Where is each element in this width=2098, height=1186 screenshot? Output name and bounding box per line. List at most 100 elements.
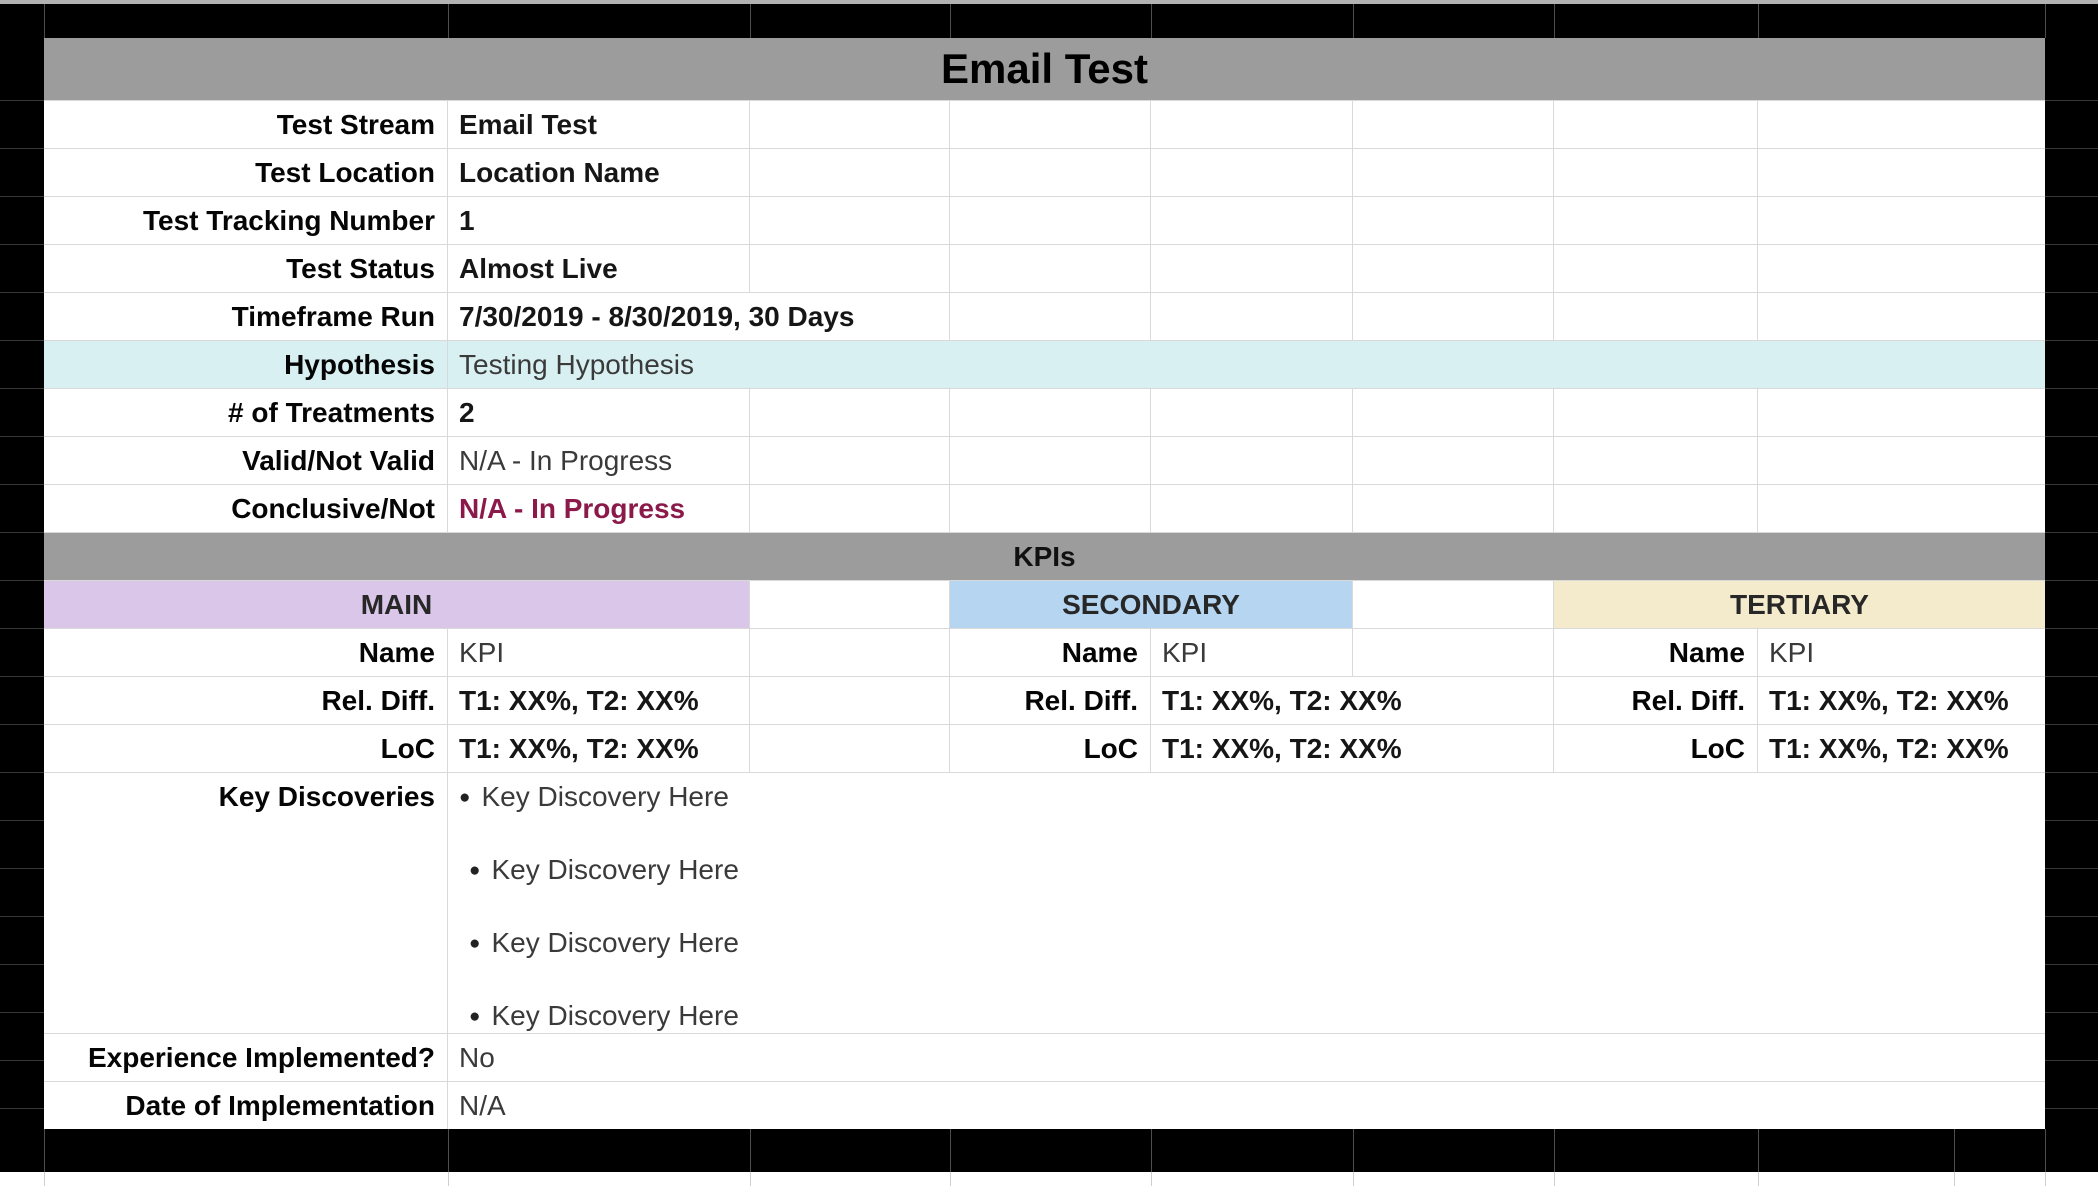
empty-cell[interactable] (950, 149, 1151, 196)
empty-cell[interactable] (750, 725, 950, 772)
empty-cell[interactable] (1151, 149, 1353, 196)
cell-secondary-rel-diff-label[interactable]: Rel. Diff. (950, 677, 1151, 724)
empty-cell[interactable] (1151, 485, 1353, 532)
cell-date-of-implementation-value[interactable]: N/A (448, 1082, 2045, 1129)
cell-conclusive-label[interactable]: Conclusive/Not (44, 485, 448, 532)
cell-tertiary-loc-label[interactable]: LoC (1554, 725, 1758, 772)
empty-cell[interactable] (750, 101, 950, 148)
empty-cell[interactable] (1353, 149, 1554, 196)
partial-next-row[interactable] (0, 1172, 2098, 1186)
empty-cell[interactable] (750, 437, 950, 484)
empty-cell[interactable] (1758, 389, 2045, 436)
empty-cell[interactable] (750, 197, 950, 244)
empty-cell[interactable] (1151, 437, 1353, 484)
empty-cell[interactable] (1353, 389, 1554, 436)
empty-cell[interactable] (1353, 101, 1554, 148)
empty-cell[interactable] (950, 293, 1151, 340)
cell-test-status-value[interactable]: Almost Live (448, 245, 750, 292)
empty-cell[interactable] (1554, 149, 1758, 196)
cell-key-discoveries-label[interactable]: Key Discoveries (44, 773, 448, 1033)
cell-main-rel-diff-value[interactable]: T1: XX%, T2: XX% (448, 677, 750, 724)
empty-cell[interactable] (950, 485, 1151, 532)
cell-valid-label[interactable]: Valid/Not Valid (44, 437, 448, 484)
empty-cell[interactable] (1151, 389, 1353, 436)
cell-main-name-label[interactable]: Name (44, 629, 448, 676)
cell-experience-implemented-value[interactable]: No (448, 1034, 2045, 1081)
empty-cell[interactable] (1353, 197, 1554, 244)
cell-secondary-name-value[interactable]: KPI (1151, 629, 1353, 676)
cell-main-rel-diff-label[interactable]: Rel. Diff. (44, 677, 448, 724)
cell-tertiary-rel-diff-label[interactable]: Rel. Diff. (1554, 677, 1758, 724)
cell-secondary-loc-label[interactable]: LoC (950, 725, 1151, 772)
empty-cell[interactable] (1554, 389, 1758, 436)
sheet-title-cell[interactable]: Email Test (44, 38, 2045, 100)
cell-tertiary-name-label[interactable]: Name (1554, 629, 1758, 676)
cell-key-discoveries-value[interactable]: ● Key Discovery Here ● Key Discovery Here … (448, 773, 2045, 1033)
empty-cell[interactable] (950, 437, 1151, 484)
empty-cell[interactable] (1353, 437, 1554, 484)
cell-tertiary-loc-value[interactable]: T1: XX%, T2: XX% (1758, 725, 2045, 772)
cell-timeframe-run-label[interactable]: Timeframe Run (44, 293, 448, 340)
cell-test-status-label[interactable]: Test Status (44, 245, 448, 292)
empty-cell[interactable] (950, 101, 1151, 148)
empty-cell[interactable] (950, 389, 1151, 436)
empty-cell[interactable] (750, 389, 950, 436)
cell-hypothesis-value[interactable]: Testing Hypothesis (448, 341, 2045, 388)
cell-secondary-rel-diff-value[interactable]: T1: XX%, T2: XX% (1151, 677, 1554, 724)
cell-num-treatments-value[interactable]: 2 (448, 389, 750, 436)
cell-test-location-label[interactable]: Test Location (44, 149, 448, 196)
empty-cell[interactable] (1151, 293, 1353, 340)
kpis-header-cell[interactable]: KPIs (44, 533, 2045, 580)
empty-cell[interactable] (1758, 101, 2045, 148)
empty-cell[interactable] (1758, 485, 2045, 532)
cell-valid-value[interactable]: N/A - In Progress (448, 437, 750, 484)
cell-main-loc-label[interactable]: LoC (44, 725, 448, 772)
empty-cell[interactable] (1554, 245, 1758, 292)
cell-test-stream-label[interactable]: Test Stream (44, 101, 448, 148)
tertiary-header-cell[interactable]: TERTIARY (1554, 581, 2045, 628)
empty-cell[interactable] (1353, 485, 1554, 532)
empty-cell[interactable] (750, 677, 950, 724)
cell-test-stream-value[interactable]: Email Test (448, 101, 750, 148)
cell-tertiary-rel-diff-value[interactable]: T1: XX%, T2: XX% (1758, 677, 2045, 724)
empty-cell[interactable] (1151, 245, 1353, 292)
cell-main-loc-value[interactable]: T1: XX%, T2: XX% (448, 725, 750, 772)
empty-cell[interactable] (950, 245, 1151, 292)
empty-cell[interactable] (1758, 437, 2045, 484)
cell-conclusive-value[interactable]: N/A - In Progress (448, 485, 750, 532)
cell-num-treatments-label[interactable]: # of Treatments (44, 389, 448, 436)
empty-cell[interactable] (1353, 629, 1554, 676)
cell-secondary-loc-value[interactable]: T1: XX%, T2: XX% (1151, 725, 1554, 772)
cell-hypothesis-label[interactable]: Hypothesis (44, 341, 448, 388)
empty-cell[interactable] (750, 485, 950, 532)
empty-cell[interactable] (1151, 197, 1353, 244)
empty-cell[interactable] (750, 245, 950, 292)
empty-cell[interactable] (1758, 245, 2045, 292)
secondary-header-cell[interactable]: SECONDARY (950, 581, 1353, 628)
empty-cell[interactable] (1353, 245, 1554, 292)
main-header-cell[interactable]: MAIN (44, 581, 750, 628)
cell-test-tracking-number-label[interactable]: Test Tracking Number (44, 197, 448, 244)
empty-cell[interactable] (1554, 197, 1758, 244)
cell-test-location-value[interactable]: Location Name (448, 149, 750, 196)
empty-cell[interactable] (950, 197, 1151, 244)
cell-secondary-name-label[interactable]: Name (950, 629, 1151, 676)
cell-date-of-implementation-label[interactable]: Date of Implementation (44, 1082, 448, 1129)
cell-experience-implemented-label[interactable]: Experience Implemented? (44, 1034, 448, 1081)
empty-cell[interactable] (750, 581, 950, 628)
empty-cell[interactable] (1758, 293, 2045, 340)
empty-cell[interactable] (1554, 485, 1758, 532)
empty-cell[interactable] (1353, 581, 1554, 628)
cell-tertiary-name-value[interactable]: KPI (1758, 629, 2045, 676)
empty-cell[interactable] (1758, 197, 2045, 244)
cell-test-tracking-number-value[interactable]: 1 (448, 197, 750, 244)
empty-cell[interactable] (1758, 149, 2045, 196)
cell-timeframe-run-value[interactable]: 7/30/2019 - 8/30/2019, 30 Days (448, 293, 950, 340)
empty-cell[interactable] (1554, 293, 1758, 340)
empty-cell[interactable] (1353, 293, 1554, 340)
empty-cell[interactable] (1151, 101, 1353, 148)
cell-main-name-value[interactable]: KPI (448, 629, 750, 676)
empty-cell[interactable] (1554, 101, 1758, 148)
empty-cell[interactable] (1554, 437, 1758, 484)
empty-cell[interactable] (750, 629, 950, 676)
